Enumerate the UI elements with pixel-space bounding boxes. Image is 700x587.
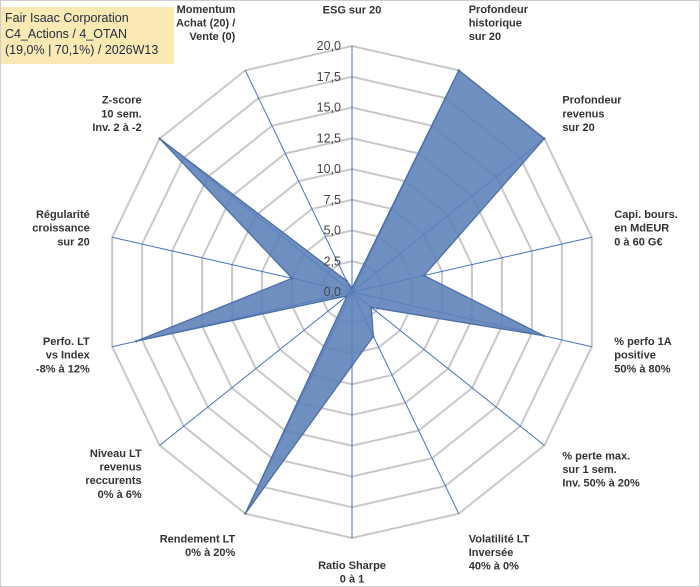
- axis-label-3-1: en MdEUR: [614, 223, 669, 235]
- data-point-4: [542, 334, 546, 337]
- data-point-11: [290, 277, 294, 280]
- axis-label-2-0: Profondeur: [562, 95, 622, 107]
- axis-label-4-2: 50% à 80%: [614, 363, 670, 375]
- axis-label-8-1: 0% à 20%: [185, 547, 235, 559]
- data-point-0: [350, 287, 354, 290]
- spoke-13: [244, 70, 353, 293]
- axis-label-11-0: Régularité: [36, 209, 90, 221]
- tick-label-2: 5,0: [324, 224, 341, 238]
- axis-label-5-2: Inv. 50% à 20%: [562, 478, 640, 490]
- data-point-12: [158, 137, 161, 140]
- axis-label-5-1: sur 1 sem.: [562, 464, 616, 476]
- data-point-8: [244, 512, 247, 515]
- axis-label-13-2: Vente (0): [189, 31, 235, 43]
- spoke-9: [159, 291, 353, 446]
- axis-label-0-0: Note: [340, 0, 364, 3]
- axis-label-1-2: sur 20: [469, 31, 501, 43]
- axis-label-10-0: Perfo. LT: [43, 336, 90, 348]
- axis-label-12-1: 10 sem.: [101, 108, 141, 120]
- data-point-6: [372, 335, 375, 338]
- score-and-week: (19,0% | 70,1%) / 2026W13: [5, 43, 159, 57]
- data-point-2: [543, 137, 546, 140]
- axis-label-13-0: Momentum: [177, 4, 236, 16]
- tick-label-5: 12,5: [317, 131, 341, 145]
- axis-label-4-0: % perfo 1A: [614, 336, 672, 348]
- data-point-5: [370, 306, 373, 309]
- spoke-5: [351, 291, 545, 446]
- axis-label-6-2: 40% à 0%: [469, 561, 519, 573]
- axis-label-9-3: 0% à 6%: [98, 489, 142, 501]
- axis-label-6-0: Volatilité LT: [469, 533, 530, 545]
- radar-tick-labels: 0,0 2,5 5,0 7,5 10,0 12,5 15,0 17,5 20,0: [317, 39, 341, 299]
- tick-label-1: 2,5: [324, 254, 341, 268]
- axis-label-2-2: sur 20: [562, 122, 594, 134]
- axis-label-2-1: revenus: [562, 108, 604, 120]
- data-point-1: [457, 69, 460, 72]
- data-point-3: [422, 274, 426, 277]
- axis-label-3-2: 0 à 60 G€: [614, 236, 662, 248]
- company-name: Fair Isaac Corporation: [5, 11, 129, 25]
- axis-label-6-1: Inversée: [469, 547, 514, 559]
- axis-label-12-0: Z-score: [102, 95, 142, 107]
- axis-label-12-2: Inv. 2 à -2: [92, 122, 141, 134]
- axis-label-11-1: croissance: [32, 223, 89, 235]
- chart-title-box: Fair Isaac Corporation C4_Actions / 4_OT…: [1, 7, 174, 64]
- axis-label-9-0: Niveau LT: [90, 448, 142, 460]
- tick-label-8: 20,0: [317, 39, 341, 53]
- tick-label-4: 10,0: [317, 162, 341, 176]
- axis-label-1-0: Profondeur: [469, 4, 529, 16]
- axis-label-10-2: -8% à 12%: [36, 363, 90, 375]
- axis-label-4-1: positive: [614, 350, 656, 362]
- tick-label-3: 7,5: [324, 193, 341, 207]
- tick-label-7: 17,5: [317, 70, 341, 84]
- axis-label-9-2: reccurents: [85, 475, 141, 487]
- data-point-9: [345, 294, 349, 298]
- data-point-7: [350, 364, 354, 367]
- portfolio-path: C4_Actions / 4_OTAN: [5, 27, 128, 41]
- axis-label-13-1: Achat (20) /: [176, 17, 235, 29]
- radar-series: [134, 69, 546, 515]
- tick-label-6: 15,0: [317, 101, 341, 115]
- axis-label-7-1: 0 à 1: [340, 574, 364, 586]
- axis-label-5-0: % perte max.: [562, 451, 630, 463]
- axis-label-1-1: historique: [469, 17, 522, 29]
- data-point-13: [345, 279, 348, 283]
- axis-label-7-0: Ratio Sharpe: [318, 560, 386, 572]
- data-point-10: [134, 340, 138, 343]
- axis-label-0-1: ESG sur 20: [323, 4, 382, 16]
- axis-label-11-2: sur 20: [57, 236, 89, 248]
- axis-label-9-1: revenus: [99, 462, 141, 474]
- axis-label-10-1: vs Index: [46, 350, 91, 362]
- tick-label-0: 0,0: [324, 285, 341, 299]
- axis-label-3-0: Capi. bours.: [614, 209, 678, 221]
- axis-label-8-0: Rendement LT: [160, 533, 236, 545]
